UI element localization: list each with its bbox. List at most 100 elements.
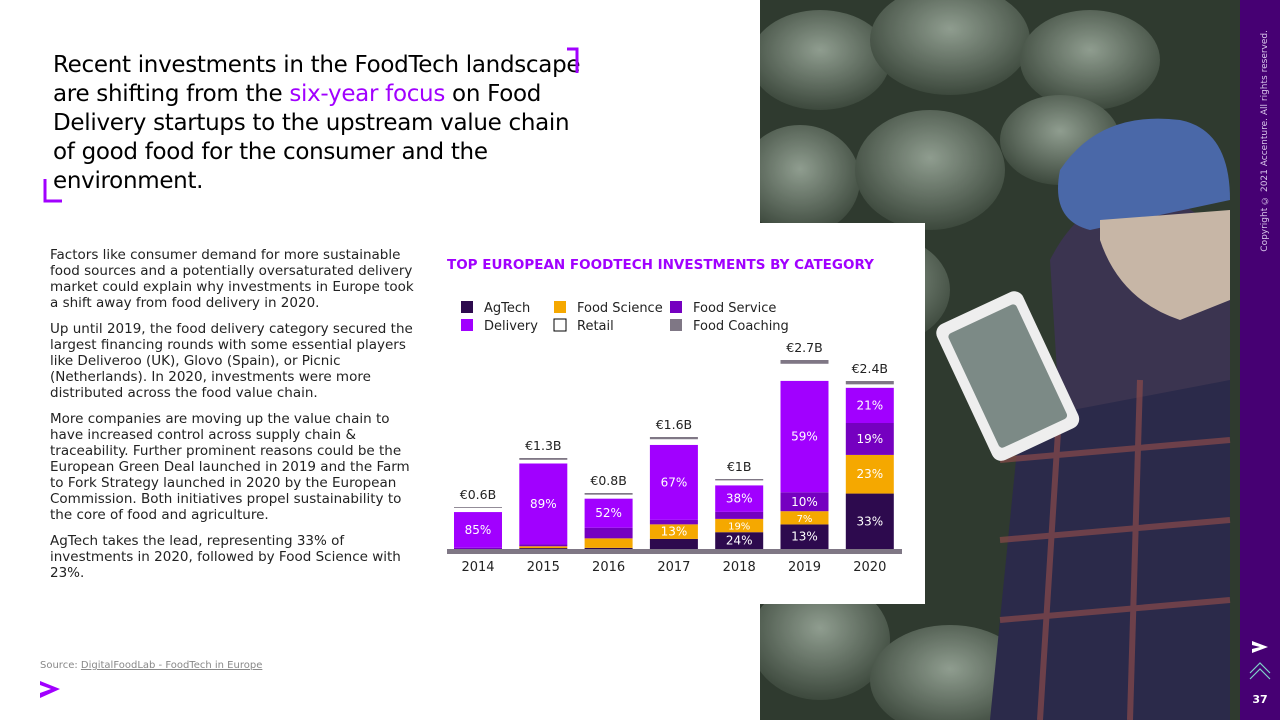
bar-segment xyxy=(519,458,568,460)
bar-segment xyxy=(845,381,894,385)
total-label: €2.4B xyxy=(852,361,888,376)
bar-segment xyxy=(454,547,502,549)
sidebar-logo xyxy=(1249,641,1271,680)
x-tick-label: 2019 xyxy=(788,560,821,575)
bar-segment xyxy=(845,423,894,455)
sidebar: Copyright © 2021 Accenture. All rights r… xyxy=(1240,0,1280,720)
total-label: €1B xyxy=(727,459,751,474)
bar-segment xyxy=(845,454,894,494)
legend-label: Food Service xyxy=(693,301,776,316)
bar-segment xyxy=(584,498,633,528)
bar-segment xyxy=(649,439,698,445)
bar-segment xyxy=(454,512,502,548)
total-label: €1.6B xyxy=(656,417,692,432)
bar-segment xyxy=(780,360,829,364)
total-label: €0.8B xyxy=(590,473,626,488)
bar-segment xyxy=(584,527,633,539)
x-tick-label: 2020 xyxy=(853,560,886,575)
total-label: €2.7B xyxy=(786,340,822,355)
paragraph: More companies are moving up the value c… xyxy=(50,411,410,523)
headline-text: on Food Delivery startups to the upstrea… xyxy=(53,81,570,194)
segment-label: 85% xyxy=(465,523,492,537)
bar-segment xyxy=(584,547,633,549)
legend-swatch xyxy=(554,301,566,313)
x-tick-label: 2016 xyxy=(592,560,625,575)
bar-segment xyxy=(845,384,894,388)
legend-swatch xyxy=(461,319,473,331)
bar-segment xyxy=(780,492,829,512)
headline: Recent investments in the FoodTech lands… xyxy=(53,51,593,196)
bar-segment xyxy=(780,363,829,381)
bar-segment xyxy=(780,511,829,525)
x-tick-label: 2015 xyxy=(527,560,560,575)
x-tick-label: 2018 xyxy=(723,560,756,575)
bar-segment xyxy=(454,507,502,508)
x-tick-label: 2014 xyxy=(461,560,494,575)
bar-segment xyxy=(780,524,829,549)
legend-label: Food Science xyxy=(577,301,663,316)
segment-label: 33% xyxy=(856,514,883,528)
segment-label: 52% xyxy=(595,506,622,520)
segment-label: 19% xyxy=(856,432,883,446)
bar-segment xyxy=(519,546,568,549)
segment-label: 13% xyxy=(661,525,688,539)
headline-text: Recent investments in the FoodTech lands… xyxy=(53,52,581,107)
segment-label: 67% xyxy=(661,475,688,489)
bar-segment xyxy=(519,463,568,545)
bar-segment xyxy=(584,494,633,499)
bar-segment xyxy=(519,548,568,549)
body-text: Factors like consumer demand for more su… xyxy=(50,247,415,591)
quote-marks xyxy=(43,47,579,203)
legend-label: Food Coaching xyxy=(693,319,789,334)
segment-label: 10% xyxy=(791,495,818,509)
legend-swatch xyxy=(461,301,473,313)
bar-segment xyxy=(649,538,698,549)
bar-segment xyxy=(715,485,764,512)
segment-label: 23% xyxy=(856,467,883,481)
bar-segment xyxy=(519,544,568,547)
legend-swatch xyxy=(670,301,682,313)
headline-highlight: six-year focus xyxy=(289,81,446,107)
legend-swatch xyxy=(553,318,567,332)
bar-segment xyxy=(584,493,633,495)
legend-label: Delivery xyxy=(484,319,538,334)
bar-segment xyxy=(715,511,764,519)
segment-label: 38% xyxy=(726,492,753,506)
bar-segment xyxy=(715,532,764,549)
bar-segment xyxy=(649,524,698,539)
segment-label: 21% xyxy=(856,398,883,412)
bar-segment xyxy=(649,444,698,520)
bar-segment xyxy=(454,507,502,513)
paragraph: Factors like consumer demand for more su… xyxy=(50,247,414,311)
bar-segment xyxy=(715,479,764,481)
x-tick-label: 2017 xyxy=(657,560,690,575)
source-label: Source: xyxy=(40,660,81,671)
chart: TOP EUROPEAN FOODTECH INVESTMENTS BY CAT… xyxy=(437,223,925,604)
segment-label: 13% xyxy=(791,530,818,544)
chart-title: TOP EUROPEAN FOODTECH INVESTMENTS BY CAT… xyxy=(447,257,874,273)
bar-segment xyxy=(845,493,894,549)
source: Source: DigitalFoodLab - FoodTech in Eur… xyxy=(40,660,262,671)
copyright: Copyright © 2021 Accenture. All rights r… xyxy=(1260,30,1270,252)
paragraph: Up until 2019, the food delivery categor… xyxy=(50,321,413,401)
legend-label: AgTech xyxy=(484,301,530,316)
bar-segment xyxy=(780,380,829,493)
logo xyxy=(40,681,60,698)
bar-segment xyxy=(584,538,633,548)
baseline xyxy=(447,549,902,554)
segment-label: 24% xyxy=(726,534,753,548)
bar-segment xyxy=(845,387,894,423)
page-number: 37 xyxy=(1252,693,1268,706)
source-link[interactable]: DigitalFoodLab - FoodTech in Europe xyxy=(80,660,263,671)
total-label: €1.3B xyxy=(525,438,561,453)
bar-segment xyxy=(715,480,764,486)
segment-label: 7% xyxy=(797,514,813,525)
legend-label: Retail xyxy=(577,319,614,334)
segment-label: 89% xyxy=(530,497,557,511)
segment-label: 19% xyxy=(728,522,750,533)
bar-segment xyxy=(715,518,764,533)
bar-segment xyxy=(649,519,698,525)
paragraph: AgTech takes the lead, representing 33% … xyxy=(50,533,401,581)
legend-swatch xyxy=(670,319,682,331)
